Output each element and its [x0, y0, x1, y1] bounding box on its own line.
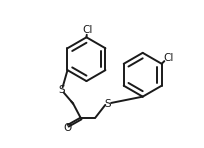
Text: S: S	[105, 99, 111, 109]
Text: S: S	[58, 85, 65, 95]
Text: Cl: Cl	[163, 53, 174, 63]
Text: O: O	[63, 123, 72, 133]
Text: Cl: Cl	[83, 25, 93, 35]
